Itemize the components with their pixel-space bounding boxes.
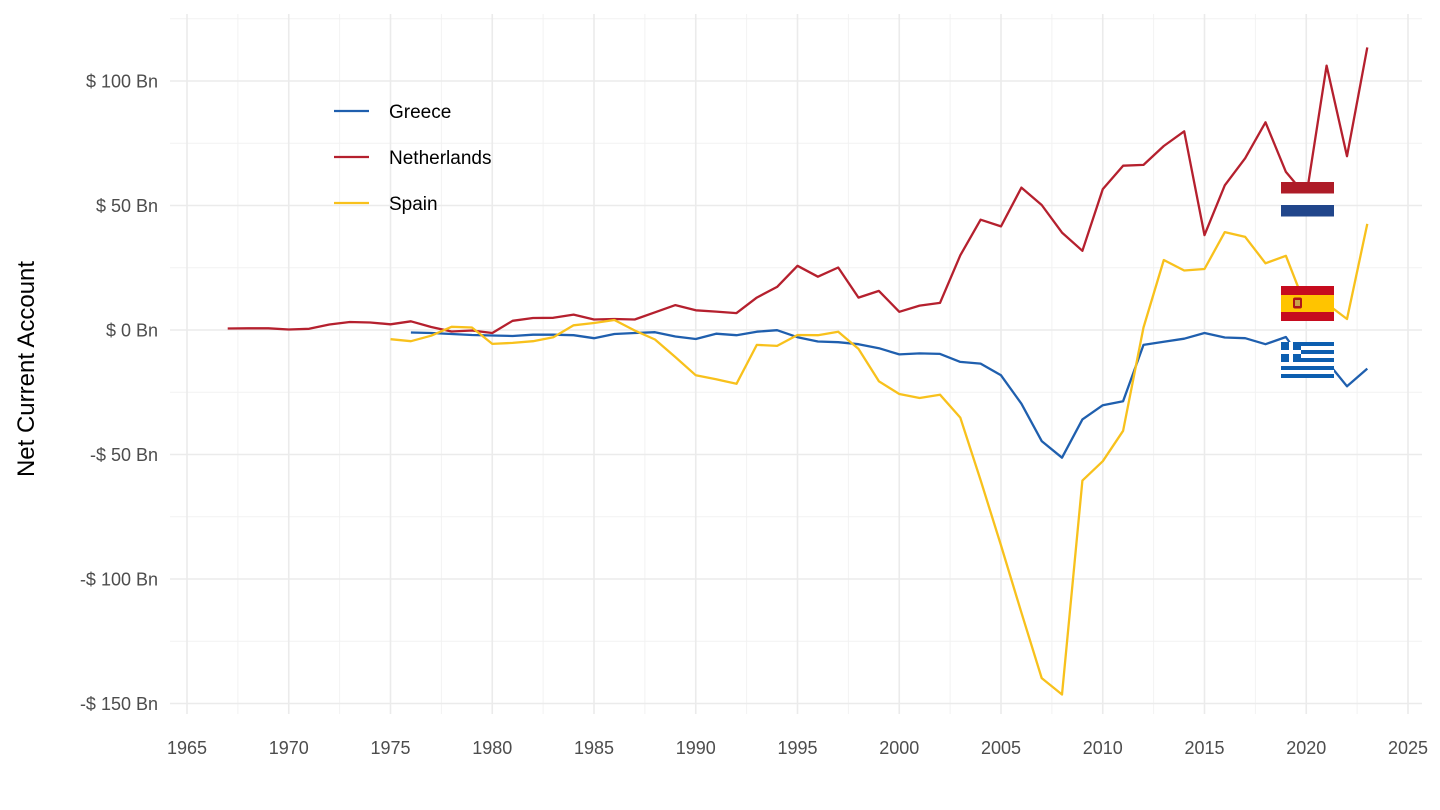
country-flags (1281, 182, 1334, 378)
x-tick-label: 2015 (1184, 738, 1224, 758)
major-gridlines (170, 14, 1422, 714)
y-tick-label: $ 50 Bn (96, 196, 158, 216)
y-axis-title: Net Current Account (13, 261, 40, 477)
y-axis-ticks: $ 100 Bn $ 50 Bn $ 0 Bn -$ 50 Bn -$ 100 Bn -$… (80, 72, 158, 715)
series-line-spain (390, 223, 1369, 696)
x-tick-label: 1980 (472, 738, 512, 758)
legend-label: Spain (389, 194, 438, 215)
y-tick-label: -$ 100 Bn (80, 570, 158, 590)
legend-label: Netherlands (389, 148, 491, 169)
x-tick-label: 2025 (1388, 738, 1428, 758)
y-tick-label: $ 0 Bn (106, 321, 158, 341)
x-axis-ticks: 1965 1970 1975 1980 1985 1990 1995 2000 2005 2010… (167, 738, 1428, 758)
y-tick-label: $ 100 Bn (86, 72, 158, 92)
y-tick-label: -$ 50 Bn (90, 445, 158, 465)
x-tick-label: 2005 (981, 738, 1021, 758)
x-tick-label: 2010 (1083, 738, 1123, 758)
x-tick-label: 2020 (1286, 738, 1326, 758)
legend-label: Greece (389, 102, 451, 123)
x-tick-label: 1985 (574, 738, 614, 758)
greece-flag-icon (1281, 342, 1334, 378)
minor-gridlines (170, 14, 1422, 714)
x-tick-label: 1970 (269, 738, 309, 758)
x-tick-label: 1965 (167, 738, 207, 758)
x-tick-label: 1990 (676, 738, 716, 758)
series-line-greece (410, 329, 1369, 459)
legend: Greece Netherlands Spain (334, 102, 491, 215)
x-tick-label: 1995 (777, 738, 817, 758)
y-tick-label: -$ 150 Bn (80, 694, 158, 714)
x-tick-label: 2000 (879, 738, 919, 758)
series-lines (227, 47, 1369, 696)
series-line-netherlands (227, 47, 1369, 335)
spain-flag-icon (1281, 286, 1334, 321)
netherlands-flag-icon (1281, 182, 1334, 217)
x-tick-label: 1975 (370, 738, 410, 758)
